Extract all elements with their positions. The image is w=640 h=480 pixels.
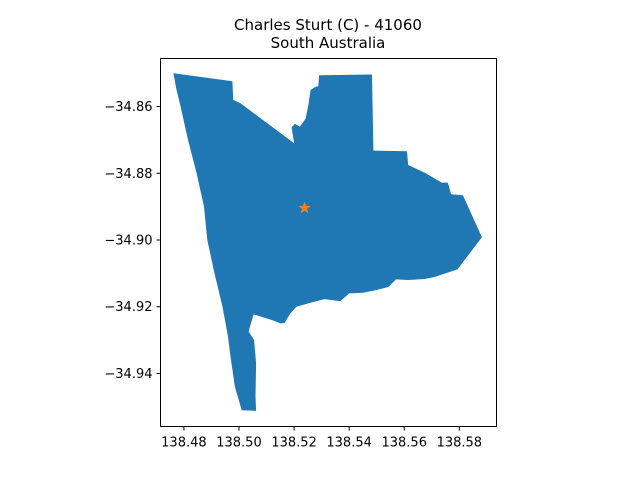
x-axis-ticks: 138.48 138.50 138.52 138.54 138.56 138.58 <box>161 426 483 451</box>
x-tick-label: 138.54 <box>326 436 372 451</box>
y-tick-label: −34.90 <box>104 233 152 248</box>
y-tick-label: −34.88 <box>104 167 152 182</box>
location-star-marker <box>298 201 311 214</box>
marker-layer <box>298 201 311 214</box>
map-title-line-2: South Australia <box>270 34 386 52</box>
y-tick-label: −34.92 <box>104 300 152 315</box>
region-layer <box>173 73 482 411</box>
x-tick-label: 138.48 <box>161 436 207 451</box>
y-tick-label: −34.86 <box>104 100 152 115</box>
x-tick-label: 138.52 <box>271 436 317 451</box>
x-tick-label: 138.50 <box>216 436 262 451</box>
axes-frame <box>160 58 497 427</box>
x-tick-label: 138.56 <box>381 436 427 451</box>
y-axis-ticks: −34.86 −34.88 −34.90 −34.92 −34.94 <box>104 100 161 382</box>
y-tick-label: −34.94 <box>104 367 152 382</box>
x-tick-label: 138.58 <box>437 436 483 451</box>
region-polygon <box>173 73 482 411</box>
map-title-line-1: Charles Sturt (C) - 41060 <box>234 16 422 34</box>
